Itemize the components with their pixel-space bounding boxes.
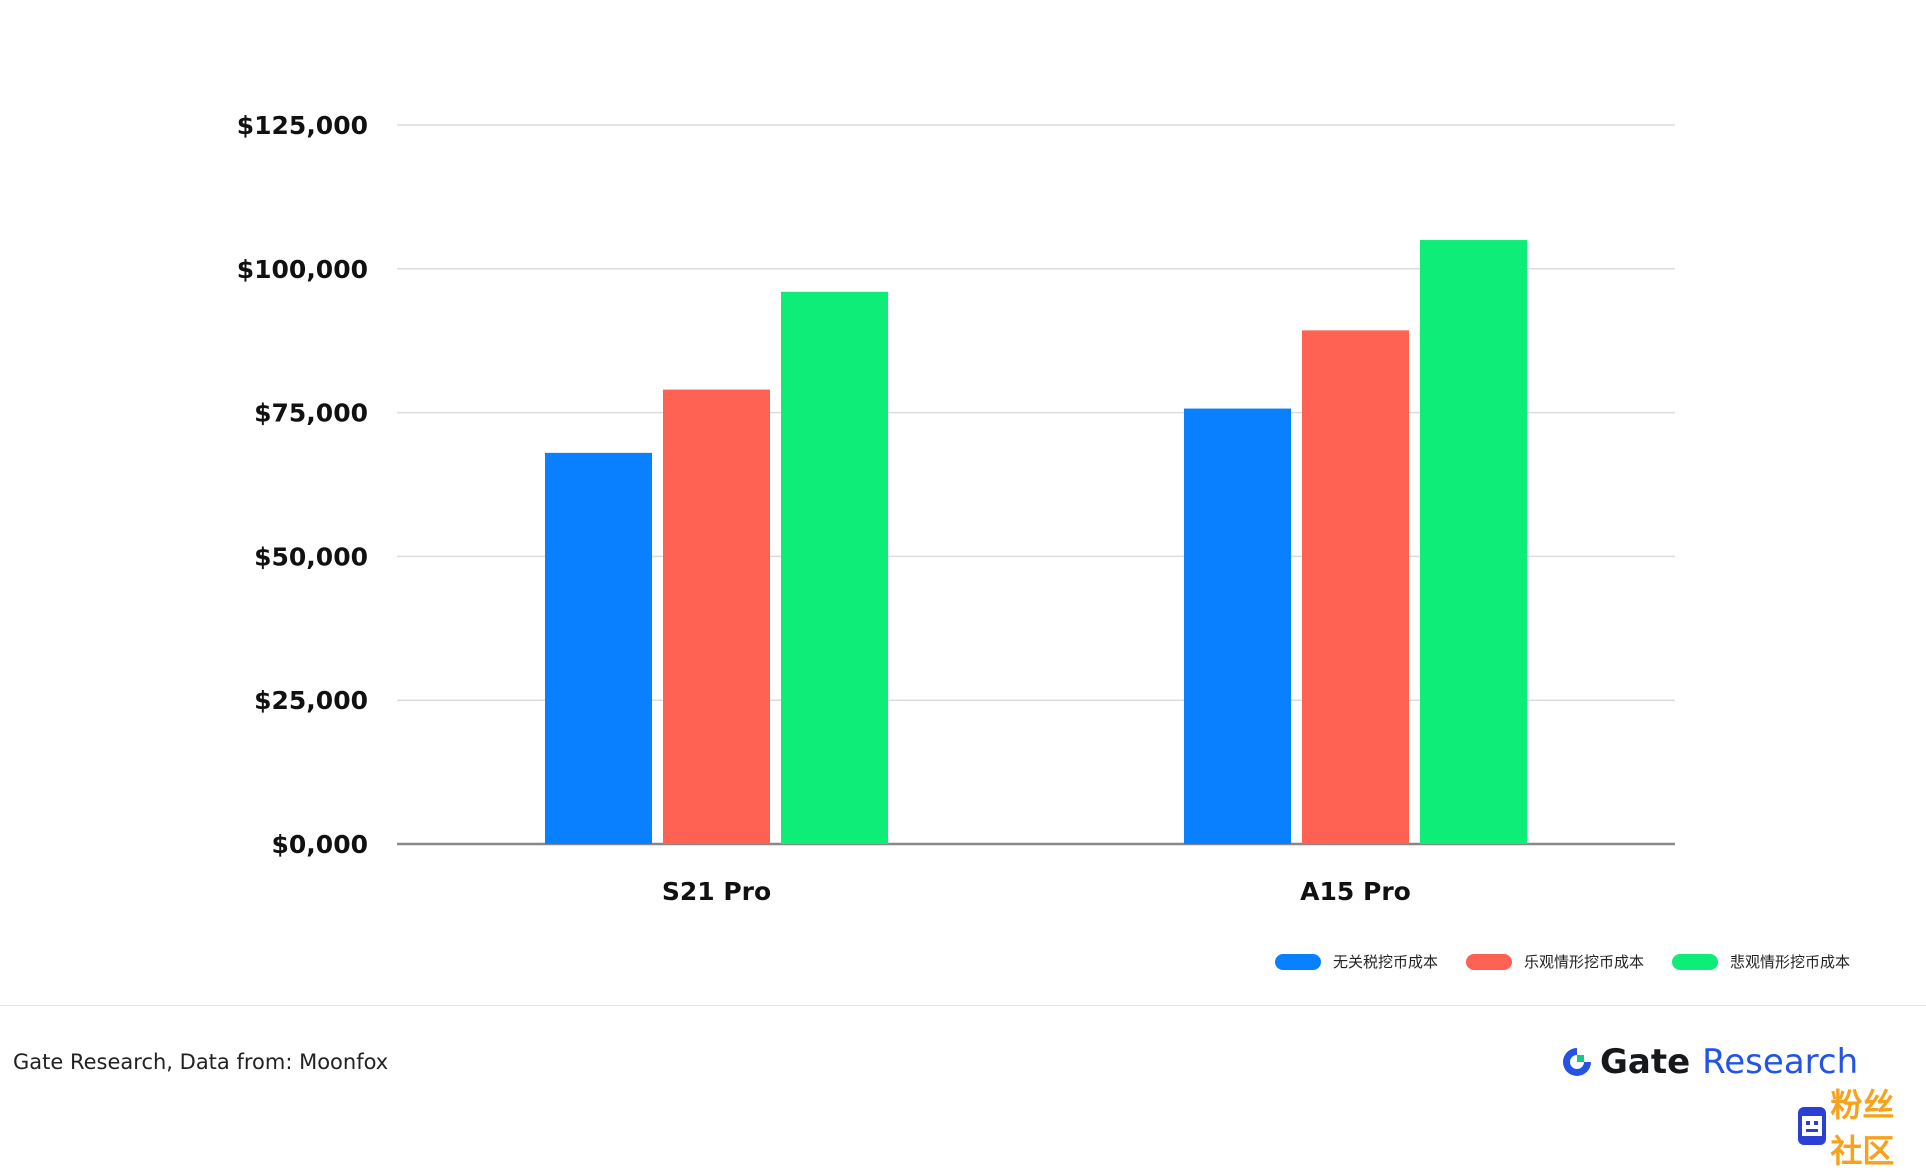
- x-tick-label: A15 Pro: [1300, 877, 1411, 906]
- brand-name-research: Research: [1702, 1042, 1859, 1082]
- legend-swatch-series-3: [1671, 953, 1718, 970]
- legend-label-series-1: 无关税挖币成本: [1332, 953, 1438, 971]
- bar: [1302, 330, 1409, 844]
- bar: [545, 452, 652, 844]
- y-tick-label: $25,000: [254, 686, 368, 715]
- chart-page: $0,000 $25,000 $50,000 $75,000 $100,000 $125,…: [0, 111, 1926, 1170]
- legend-swatch-series-1: [1274, 953, 1321, 970]
- legend-swatch-series-2: [1465, 953, 1512, 970]
- bar: [1184, 408, 1291, 844]
- brand-name-gate: Gate: [1600, 1042, 1691, 1082]
- watermark-text: 粉丝社区: [1830, 1086, 1895, 1170]
- legend-item-series-2: 乐观情形挖币成本: [1465, 951, 1644, 972]
- y-tick-label: $75,000: [254, 399, 368, 428]
- y-tick-label: $125,000: [237, 111, 368, 140]
- legend-label-series-3: 悲观情形挖币成本: [1729, 953, 1850, 971]
- source-note: Gate Research, Data from: Moonfox: [13, 1050, 389, 1074]
- y-tick-label: $50,000: [254, 542, 368, 571]
- bar: [1420, 240, 1527, 845]
- pixel-face-icon: [1798, 1107, 1827, 1145]
- legend-item-series-3: 悲观情形挖币成本: [1671, 951, 1850, 972]
- footer-divider: [0, 1005, 1926, 1006]
- bar: [663, 389, 770, 844]
- bar-chart: $0,000 $25,000 $50,000 $75,000 $100,000 $125,…: [237, 111, 1675, 906]
- chart-legend: 无关税挖币成本 乐观情形挖币成本 悲观情形挖币成本: [1247, 951, 1850, 972]
- x-tick-label: S21 Pro: [662, 877, 771, 906]
- y-tick-label: $100,000: [237, 255, 368, 284]
- legend-label-series-2: 乐观情形挖币成本: [1523, 953, 1644, 971]
- watermark: 粉丝社区: [1798, 1080, 1926, 1172]
- brand-logo: Gate Research: [1560, 1042, 1858, 1082]
- bar: [781, 291, 888, 845]
- gate-g-icon: [1563, 1048, 1591, 1076]
- y-tick-label: $0,000: [272, 830, 368, 859]
- legend-item-series-1: 无关税挖币成本: [1274, 951, 1438, 972]
